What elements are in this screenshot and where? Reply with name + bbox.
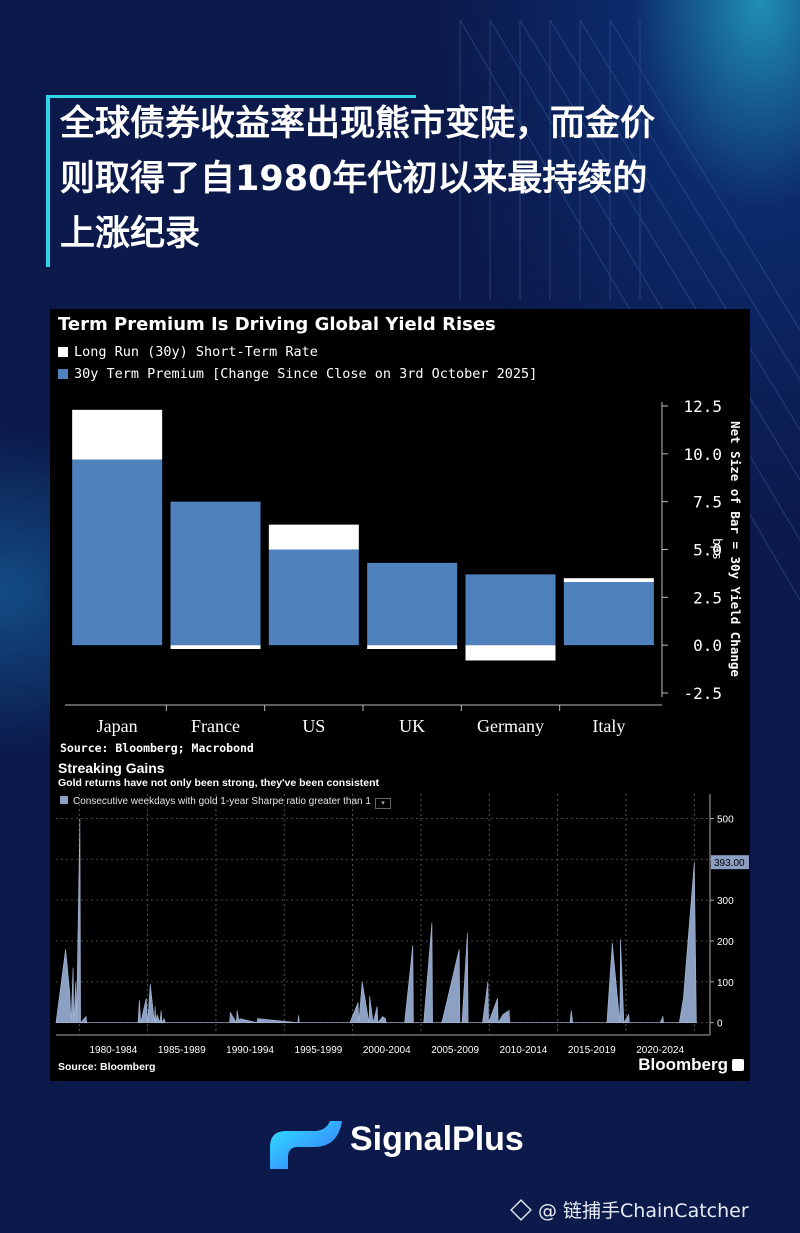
bloomberg-logo-text: Bloomberg <box>638 1055 728 1074</box>
headline-line-2: 则取得了自1980年代初以来最持续的 <box>60 159 648 199</box>
chart2-legend-swatch <box>60 796 68 804</box>
page-headline: 全球债券收益率出现熊市变陡，而金价 则取得了自1980年代初以来最持续的 上涨纪… <box>60 97 760 262</box>
chart2-xtick-label: 1995-1999 <box>295 1045 343 1056</box>
chart1-bar-short-term-rate <box>72 409 163 460</box>
chart2-source: Source: Bloomberg <box>58 1061 156 1073</box>
chart1-ytick-label: 12.5 <box>683 397 722 416</box>
chart1-xtick-label: France <box>191 716 240 736</box>
headline-line-1: 全球债券收益率出现熊市变陡，而金价 <box>60 104 656 144</box>
legend-dropdown-icon[interactable]: ▾ <box>374 798 391 809</box>
chaincatcher-icon <box>510 1199 532 1221</box>
chart1-ytick-label: -2.5 <box>683 684 722 703</box>
chart2-title: Streaking Gains <box>58 760 165 776</box>
chart1-bar-short-term-rate <box>465 645 556 661</box>
bloomberg-chart-icon <box>732 1059 744 1071</box>
chart1-source: Source: Bloomberg; Macrobond <box>60 741 254 755</box>
chart2-legend: Consecutive weekdays with gold 1-year Sh… <box>60 796 391 809</box>
bloomberg-logo: Bloomberg <box>638 1055 744 1075</box>
signalplus-logo-icon <box>270 1121 342 1169</box>
headline-line-3: 上涨纪录 <box>60 214 201 254</box>
chart1-bar-term-premium <box>367 562 458 646</box>
chart2-last-value-label: 393.00 <box>714 858 745 869</box>
chart1-bar-term-premium <box>465 574 556 646</box>
chart1-xtick-label: US <box>302 716 325 736</box>
chart1-bar-short-term-rate <box>268 524 359 550</box>
chart1-axis-label: Net Size of Bar = 30y Yield Change <box>728 421 743 677</box>
chart1-bar-term-premium <box>170 501 261 646</box>
chart2-ytick-label: 100 <box>717 978 734 989</box>
chart1-xtick-label: Japan <box>97 716 138 736</box>
chart2-xtick-label: 2010-2014 <box>500 1045 548 1056</box>
legend-label-1: Long Run (30y) Short-Term Rate <box>74 344 318 360</box>
chart2-ytick-label: 0 <box>717 1019 723 1030</box>
chart1-bar-short-term-rate <box>563 578 654 583</box>
chart1-axis-label-unit: bps <box>710 538 724 560</box>
chart2-subtitle: Gold returns have not only been strong, … <box>58 777 380 789</box>
legend-swatch-white <box>58 347 68 357</box>
signalplus-logo-text: SignalPlus <box>350 1120 524 1158</box>
chart2-area-series <box>55 818 697 1024</box>
chart2-ytick-label: 300 <box>717 896 734 907</box>
title-accent-bar <box>46 95 50 267</box>
legend-label-2: 30y Term Premium [Change Since Close on … <box>74 366 538 382</box>
chart1-xtick-label: Germany <box>477 716 544 736</box>
chart2-xtick-label: 2015-2019 <box>568 1045 616 1056</box>
chart2-xtick-label: 2005-2009 <box>431 1045 479 1056</box>
chart1-ytick-label: 7.5 <box>693 493 722 512</box>
watermark-text: @ 链捕手ChainCatcher <box>538 1200 749 1222</box>
chart1-ytick-label: 5.0 <box>693 541 722 560</box>
chart1-bar-term-premium <box>563 582 654 646</box>
chart1-xtick-label: Italy <box>592 716 625 736</box>
chart2-legend-label: Consecutive weekdays with gold 1-year Sh… <box>73 796 371 807</box>
chart2-ytick-label: 200 <box>717 937 734 948</box>
chart2-xtick-label: 1985-1989 <box>158 1045 206 1056</box>
chart1-legend-item-2: 30y Term Premium [Change Since Close on … <box>58 366 537 382</box>
chart2-xtick-label: 1980-1984 <box>89 1045 137 1056</box>
chart1-bar-short-term-rate <box>170 645 261 649</box>
chart1-plot: 12.5 10.0 7.5 5.0 2.5 0.0 -2.5 Japan France US UK G… <box>65 397 743 736</box>
chart2-xtick-label: 2000-2004 <box>363 1045 411 1056</box>
chart2-xtick-label: 2020-2024 <box>636 1045 684 1056</box>
chart1-bar-term-premium <box>268 549 359 646</box>
chart1-bar-short-term-rate <box>367 645 458 649</box>
watermark: @ 链捕手ChainCatcher <box>510 1196 749 1223</box>
chart1-ytick-label: 2.5 <box>693 588 722 607</box>
chart1-title: Term Premium Is Driving Global Yield Ris… <box>58 314 496 335</box>
chart2-xtick-label: 1990-1994 <box>226 1045 274 1056</box>
title-accent-line <box>46 95 416 98</box>
chart1-xtick-label: UK <box>399 716 425 736</box>
chart-panel: Term Premium Is Driving Global Yield Ris… <box>50 309 750 1081</box>
chart2-last-value-tag <box>711 855 749 870</box>
chart1-legend-item-1: Long Run (30y) Short-Term Rate <box>58 344 318 360</box>
chart2-plot: 0100200300400500393.001980-19841985-1989… <box>55 794 749 1056</box>
chart1-bar-term-premium <box>72 459 163 646</box>
chart2-ytick-label: 500 <box>717 815 734 826</box>
chart1-ytick-label: 0.0 <box>693 636 722 655</box>
legend-swatch-blue <box>58 369 68 379</box>
chart1-ytick-label: 10.0 <box>683 445 722 464</box>
